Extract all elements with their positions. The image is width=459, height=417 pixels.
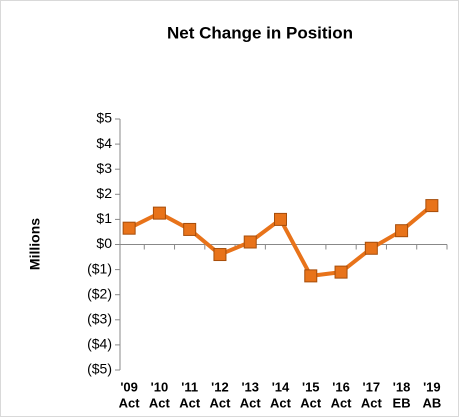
point-marker xyxy=(122,221,136,235)
point-marker xyxy=(304,269,318,283)
x-tick-label: '16 xyxy=(332,379,350,394)
x-tick-label: '17 xyxy=(363,379,381,394)
y-tick-label: ($3) xyxy=(87,311,112,327)
y-tick-label: ($4) xyxy=(87,336,112,352)
x-tick-label: Act xyxy=(300,395,322,410)
x-tick-label: Act xyxy=(179,395,201,410)
x-tick-label: Act xyxy=(119,395,141,410)
y-tick-label: $0 xyxy=(96,235,112,251)
x-tick-label: '11 xyxy=(181,379,198,394)
x-tick-label: Act xyxy=(240,395,262,410)
x-tick-label: '14 xyxy=(272,379,290,394)
point-marker xyxy=(183,222,197,236)
x-tick-label: EB xyxy=(393,395,411,410)
x-tick-label: '15 xyxy=(302,379,320,394)
x-tick-label: '09 xyxy=(120,379,138,394)
x-tick-label: AB xyxy=(422,395,441,410)
y-tick-label: $3 xyxy=(96,160,112,176)
y-tick-label: ($1) xyxy=(87,260,112,276)
x-tick-label: '18 xyxy=(393,379,411,394)
x-tick-label: Act xyxy=(149,395,171,410)
x-tick-label: '12 xyxy=(211,379,229,394)
point-marker xyxy=(274,212,287,226)
point-marker xyxy=(213,248,227,262)
y-tick-label: $2 xyxy=(96,185,112,201)
y-tick-label: ($5) xyxy=(87,361,112,377)
x-tick-label: '10 xyxy=(151,379,169,394)
y-tick-label: $4 xyxy=(96,135,112,151)
y-tick-label: ($2) xyxy=(87,285,112,301)
y-tick-label: $1 xyxy=(96,210,112,226)
x-tick-label: Act xyxy=(361,395,383,410)
point-marker xyxy=(395,224,409,238)
x-tick-label: Act xyxy=(331,395,353,410)
y-tick-label: $5 xyxy=(96,110,112,126)
x-tick-label: '19 xyxy=(423,379,441,394)
point-marker xyxy=(425,199,439,213)
point-marker xyxy=(152,206,166,220)
chart-title: Net Change in Position xyxy=(167,23,353,42)
x-tick-label: Act xyxy=(209,395,231,410)
x-tick-label: '13 xyxy=(241,379,259,394)
x-tick-label: Act xyxy=(270,395,292,410)
point-marker xyxy=(364,241,378,255)
point-marker xyxy=(243,235,257,249)
y-axis-label: Millions xyxy=(27,218,43,270)
point-marker xyxy=(334,265,348,279)
